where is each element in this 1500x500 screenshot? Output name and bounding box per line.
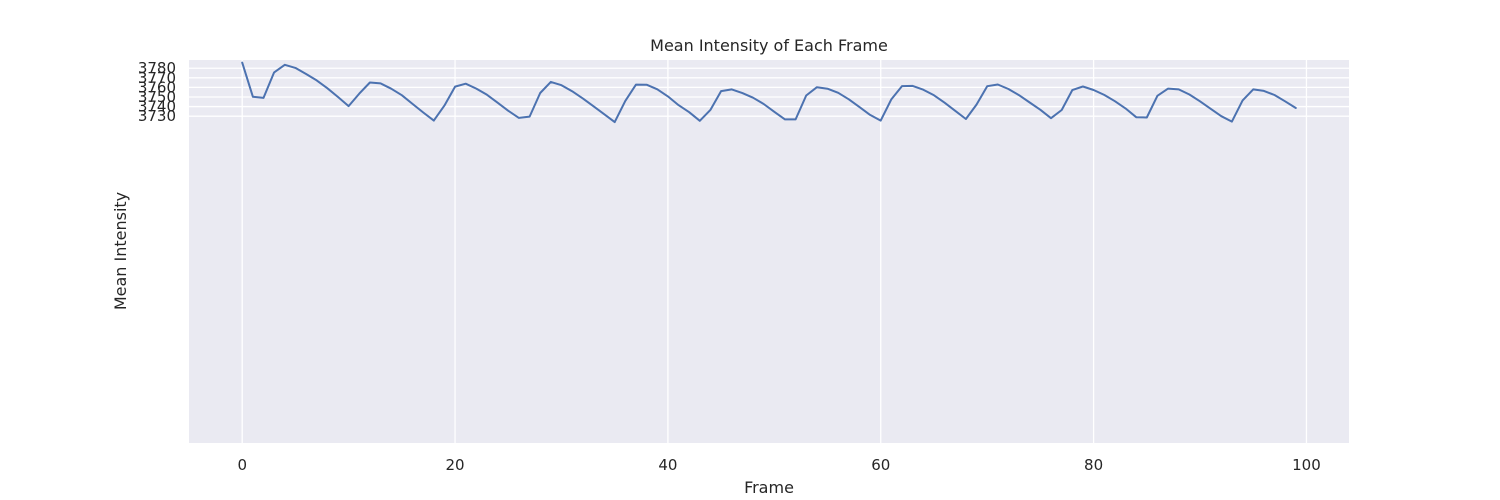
series-line bbox=[241, 61, 1297, 124]
chart-title: Mean Intensity of Each Frame bbox=[650, 36, 888, 55]
y-tick-label: 3750 bbox=[138, 88, 176, 106]
x-tick-label: 100 bbox=[1292, 456, 1321, 474]
grid bbox=[189, 60, 1349, 443]
x-tick-label: 60 bbox=[871, 456, 890, 474]
x-tick-label: 80 bbox=[1084, 456, 1103, 474]
x-tick-label: 0 bbox=[237, 456, 247, 474]
x-tick-label: 20 bbox=[446, 456, 465, 474]
plot-area bbox=[189, 60, 1349, 443]
x-axis-ticks: 0 20 40 60 80 100 bbox=[237, 456, 1320, 474]
y-tick-label: 3730 bbox=[138, 107, 176, 125]
y-tick-label: 3780 bbox=[138, 59, 176, 77]
x-tick-label: 40 bbox=[658, 456, 677, 474]
y-tick-label: 3760 bbox=[138, 78, 176, 96]
y-axis-label: Mean Intensity bbox=[111, 192, 130, 310]
y-tick-label: 3770 bbox=[138, 69, 176, 87]
x-axis-label: Frame bbox=[744, 478, 794, 497]
y-tick-label: 3740 bbox=[138, 98, 176, 116]
